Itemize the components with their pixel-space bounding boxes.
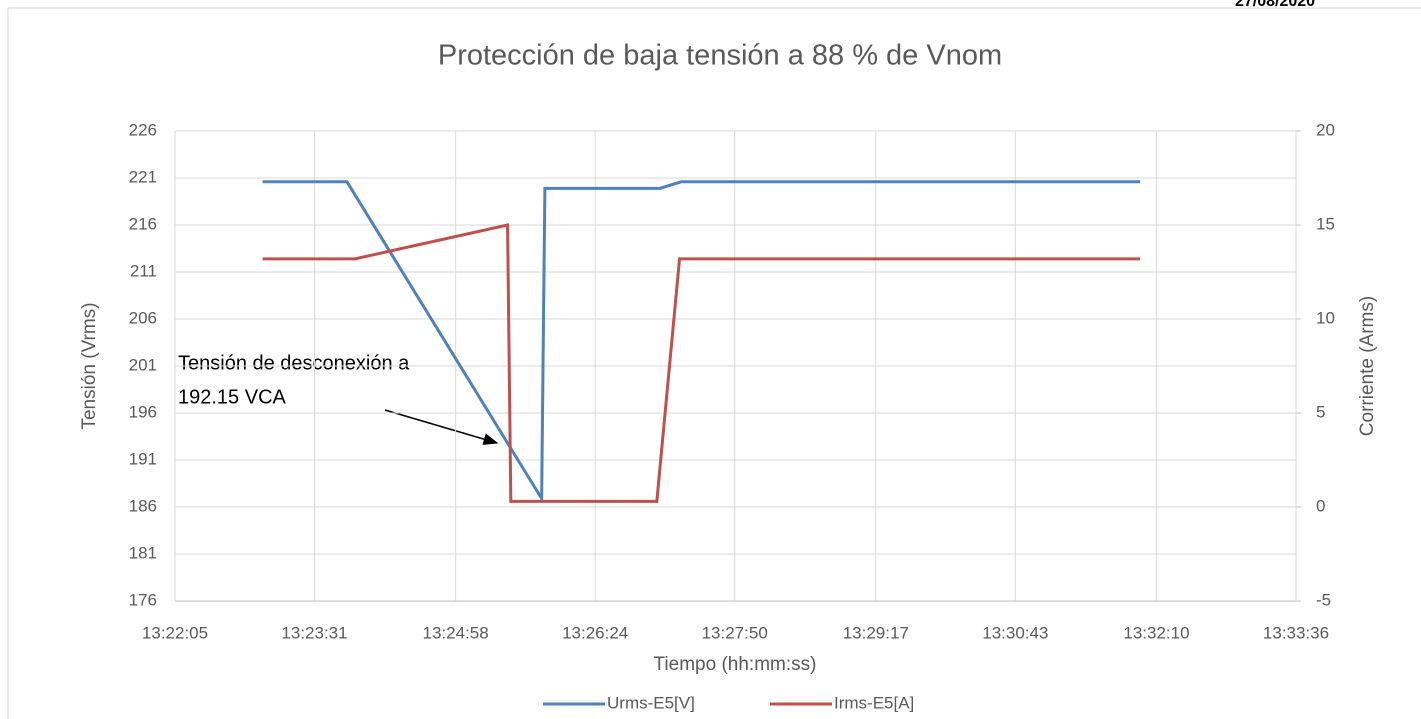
y-tick-label: 201 (129, 355, 157, 374)
y-tick-label: 186 (129, 496, 157, 515)
date: 27/08/2020 (1235, 0, 1315, 10)
y2-axis-title: Corriente (Arms) (1357, 296, 1378, 436)
y2-tick-label: -5 (1316, 590, 1331, 609)
x-tick-label: 13:33:36 (1263, 623, 1329, 642)
y-tick-label: 176 (129, 590, 157, 609)
x-tick-label: 13:22:05 (142, 623, 208, 642)
x-tick-label: 13:24:58 (423, 623, 489, 642)
x-tick-label: 13:30:43 (982, 623, 1048, 642)
line-series (262, 180, 1141, 504)
y-tick-label: 206 (129, 308, 157, 327)
y-tick-label: 226 (129, 120, 157, 139)
y2-tick-label: 10 (1316, 308, 1335, 327)
x-tick-label: 13:29:17 (843, 623, 909, 642)
y-tick-label: 196 (129, 402, 157, 421)
x-axis-title: Tiempo (hh:mm:ss) (654, 654, 817, 675)
annotation-arrow (384, 409, 499, 445)
y-tick-label: 181 (129, 543, 157, 562)
y-tick-label: 211 (130, 261, 157, 280)
line-series (262, 223, 1141, 503)
y2-tick-label: 15 (1316, 214, 1335, 233)
x-tick-label: 13:23:31 (281, 623, 347, 642)
x-tick-label: 13:26:24 (562, 623, 628, 642)
chart-border (7, 7, 1421, 719)
legend-label: Irms-E5[A] (834, 693, 914, 712)
x-tick-label: 13:27:50 (702, 623, 768, 642)
annotation: 192.15 VCA (178, 386, 287, 408)
annotation: Tensión de desconexión a (178, 352, 410, 374)
y2-tick-label: 20 (1316, 120, 1335, 139)
y-tick-label: 191 (129, 449, 157, 468)
y2-tick-label: 5 (1316, 402, 1325, 421)
y-axis-title: Tensión (Vrms) (79, 302, 100, 429)
x-tick-label: 13:32:10 (1123, 623, 1189, 642)
y-tick-label: 216 (129, 214, 157, 233)
y2-tick-label: 0 (1316, 496, 1325, 515)
legend-label: Urms-E5[V] (607, 693, 695, 712)
chart-title: Protección de baja tensión a 88 % de Vno… (438, 40, 1002, 72)
y-tick-label: 221 (129, 167, 157, 186)
